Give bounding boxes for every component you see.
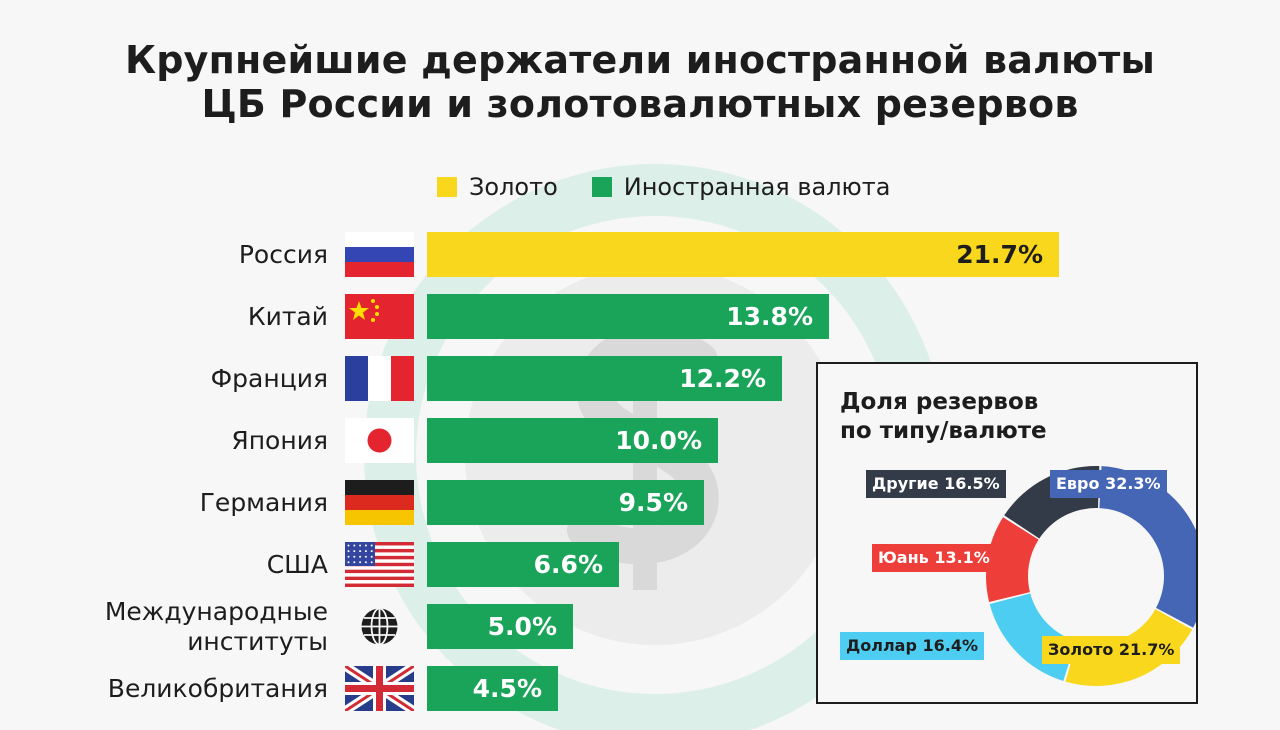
uk-flag-icon (345, 666, 414, 711)
category-label: Великобритания (28, 674, 328, 704)
donut-slice (986, 517, 1039, 603)
bar-value-label: 4.5% (472, 674, 542, 703)
category-label-line: Германия (199, 487, 328, 517)
usa-flag-icon (345, 542, 414, 587)
page-title: Крупнейшие держатели иностранной валюты … (0, 38, 1280, 126)
category-label: Россия (28, 240, 328, 270)
bar: 13.8% (427, 294, 829, 339)
legend: Золото Иностранная валюта (437, 172, 924, 202)
germany-flag-icon (345, 480, 414, 525)
bar-value-label: 21.7% (956, 240, 1043, 269)
donut-slice-label: Доллар 16.4% (840, 632, 985, 660)
category-label-line: Россия (238, 239, 328, 269)
china-flag-icon (345, 294, 414, 339)
bar: 12.2% (427, 356, 782, 401)
title-line-1: Крупнейшие держатели иностранной валюты (124, 38, 1156, 82)
globe-icon (361, 607, 398, 646)
panel-title-line-2: по типу/валюте (840, 418, 1047, 444)
bar-value-label: 5.0% (487, 612, 557, 641)
bar: 9.5% (427, 480, 704, 525)
donut-chart (986, 466, 1196, 686)
panel-title-line-1: Доля резервов (840, 389, 1039, 415)
category-label-line: Великобритания (107, 673, 328, 703)
reserves-panel: Доля резервов по типу/валюте Евро 32.3% З… (816, 362, 1198, 704)
category-label-line: институты (187, 626, 328, 656)
legend-label-currency: Иностранная валюта (623, 173, 891, 201)
france-flag-icon (345, 356, 414, 401)
category-label-line: Япония (231, 425, 328, 455)
donut-slice-label: Другие 16.5% (866, 470, 1006, 498)
legend-swatch-gold (437, 177, 457, 197)
russia-flag-icon (345, 232, 414, 277)
title-line-2: ЦБ России и золотовалютных резервов (201, 82, 1079, 126)
category-label: Япония (28, 426, 328, 456)
category-label: США (28, 550, 328, 580)
bar: 4.5% (427, 666, 558, 711)
category-label-line: Франция (210, 363, 328, 393)
bar-value-label: 6.6% (533, 550, 603, 579)
donut-slice-label: Золото 21.7% (1042, 636, 1181, 664)
bar-value-label: 9.5% (618, 488, 688, 517)
bar-value-label: 13.8% (726, 302, 813, 331)
bar: 5.0% (427, 604, 573, 649)
category-label-line: Китай (247, 301, 328, 331)
legend-label-gold: Золото (469, 173, 558, 201)
bar-value-label: 10.0% (615, 426, 702, 455)
category-label: Франция (28, 364, 328, 394)
category-label: Китай (28, 302, 328, 332)
category-label-line: Международные (104, 596, 328, 626)
bar: 6.6% (427, 542, 619, 587)
bar: 10.0% (427, 418, 718, 463)
legend-item-gold: Золото (437, 173, 558, 201)
donut-slice-label: Евро 32.3% (1050, 470, 1167, 498)
panel-title: Доля резервов по типу/валюте (840, 388, 1100, 446)
category-label: Германия (28, 488, 328, 518)
bar-value-label: 12.2% (679, 364, 766, 393)
donut-slice-label: Юань 13.1% (872, 544, 996, 572)
category-label: Международные институты (28, 597, 328, 657)
japan-flag-icon (345, 418, 414, 463)
bar: 21.7% (427, 232, 1059, 277)
category-label-line: США (266, 549, 328, 579)
legend-item-currency: Иностранная валюта (591, 173, 891, 201)
legend-swatch-currency (591, 177, 612, 197)
donut-slice (1099, 466, 1196, 628)
